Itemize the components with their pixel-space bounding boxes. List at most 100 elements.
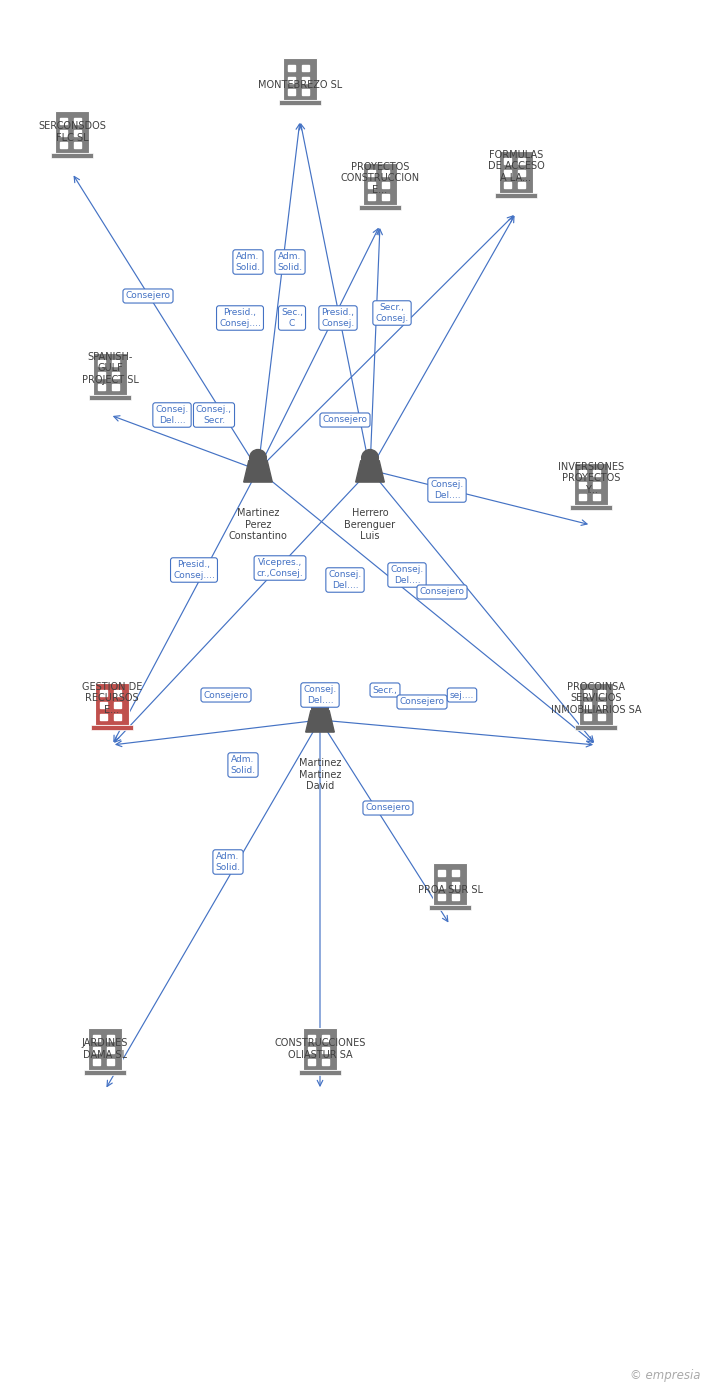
Bar <box>283 57 317 99</box>
Text: Consej.
Del....: Consej. Del.... <box>430 480 464 500</box>
Bar <box>89 395 131 400</box>
Bar <box>98 372 105 378</box>
Bar <box>302 64 309 71</box>
Bar <box>593 482 600 489</box>
Text: Martinez
Martinez
David: Martinez Martinez David <box>298 757 341 791</box>
Bar <box>575 725 617 729</box>
Circle shape <box>362 449 379 466</box>
Bar <box>593 470 600 476</box>
Bar <box>504 182 511 188</box>
Bar <box>107 1035 114 1042</box>
Bar <box>93 353 127 395</box>
Bar <box>98 384 105 391</box>
Bar <box>593 494 600 500</box>
Bar <box>303 1028 337 1070</box>
Bar <box>93 1047 100 1053</box>
Text: MONTEBREZO SL: MONTEBREZO SL <box>258 80 342 90</box>
Bar <box>308 1035 315 1042</box>
Bar <box>100 714 107 720</box>
Text: Consejero: Consejero <box>323 416 368 424</box>
Text: Consejero: Consejero <box>365 804 411 812</box>
Text: © еmpresia: © еmpresia <box>630 1369 700 1382</box>
Bar <box>95 683 129 725</box>
Text: Adm.
Solid.: Adm. Solid. <box>231 756 256 774</box>
Bar <box>499 151 533 193</box>
Bar <box>579 683 613 725</box>
Bar <box>363 162 397 204</box>
Bar <box>322 1058 329 1065</box>
Bar <box>382 182 389 188</box>
Bar <box>322 1047 329 1053</box>
Bar <box>438 895 445 900</box>
Bar <box>288 64 295 71</box>
Text: Consej.
Del....: Consej. Del.... <box>390 566 424 585</box>
Bar <box>91 725 133 729</box>
Text: Consej.
Del....: Consej. Del.... <box>155 406 189 424</box>
Polygon shape <box>244 461 272 482</box>
Text: Vicepres.,
cr.,Consej.: Vicepres., cr.,Consej. <box>257 559 304 578</box>
Bar <box>518 182 525 188</box>
Text: Consejero: Consejero <box>419 588 464 596</box>
Bar <box>74 130 81 136</box>
Bar <box>74 141 81 148</box>
Bar <box>382 195 389 200</box>
Bar <box>579 470 586 476</box>
Bar <box>382 169 389 176</box>
Bar <box>302 77 309 83</box>
Bar <box>288 77 295 83</box>
Bar <box>495 193 537 197</box>
Text: PROA SUR SL: PROA SUR SL <box>417 885 483 895</box>
Text: SPANISH-
GULF
PROJECT SL: SPANISH- GULF PROJECT SL <box>82 351 138 385</box>
Bar <box>518 169 525 176</box>
Bar <box>452 882 459 888</box>
Bar <box>288 90 295 95</box>
Bar <box>504 158 511 164</box>
Text: Consejero: Consejero <box>400 697 445 707</box>
Bar <box>452 895 459 900</box>
Text: Adm.
Solid.: Adm. Solid. <box>235 252 261 272</box>
Bar <box>368 182 375 188</box>
Text: PROCOINSA
SERVICIOS
INMOBILIARIOS SA: PROCOINSA SERVICIOS INMOBILIARIOS SA <box>551 682 641 715</box>
Bar <box>112 384 119 391</box>
Bar <box>579 482 586 489</box>
Text: Consej.
Del....: Consej. Del.... <box>304 685 336 704</box>
Bar <box>279 99 321 105</box>
Bar <box>302 90 309 95</box>
Text: GESTION DE
RECURSOS
E...: GESTION DE RECURSOS E... <box>82 682 142 715</box>
Bar <box>93 1035 100 1042</box>
Text: Secr.,: Secr., <box>373 686 397 694</box>
Text: FORMULAS
DE ACCESO
A LA...: FORMULAS DE ACCESO A LA... <box>488 150 545 183</box>
Text: Presid.,
Consej....: Presid., Consej.... <box>219 308 261 328</box>
Bar <box>60 130 67 136</box>
Text: Adm.
Solid.: Adm. Solid. <box>215 853 240 872</box>
Bar <box>107 1047 114 1053</box>
Text: INVERSIONES
PROYECTOS
Y...: INVERSIONES PROYECTOS Y... <box>558 462 624 496</box>
Bar <box>98 360 105 365</box>
Bar <box>452 869 459 876</box>
Text: Secr.,
Consej.: Secr., Consej. <box>376 304 408 323</box>
Bar <box>112 360 119 365</box>
Bar <box>579 494 586 500</box>
Bar <box>114 690 121 696</box>
Text: Martinez
Perez
Constantino: Martinez Perez Constantino <box>229 508 288 542</box>
Bar <box>584 714 591 720</box>
Text: Sec.,
C: Sec., C <box>281 308 303 328</box>
Bar <box>359 204 401 210</box>
Bar <box>107 1058 114 1065</box>
Bar <box>100 701 107 708</box>
Bar <box>60 141 67 148</box>
Text: Presid.,
Consej.: Presid., Consej. <box>321 308 355 328</box>
Bar <box>598 690 605 696</box>
Text: CONSTRUCCIONES
OLIASTUR SA: CONSTRUCCIONES OLIASTUR SA <box>274 1039 365 1060</box>
Bar <box>518 158 525 164</box>
Text: Herrero
Berenguer
Luis: Herrero Berenguer Luis <box>344 508 395 542</box>
Bar <box>429 904 471 910</box>
Bar <box>100 690 107 696</box>
Text: sej....: sej.... <box>450 690 474 700</box>
Bar <box>570 505 612 510</box>
Bar <box>574 463 608 505</box>
Bar <box>368 195 375 200</box>
Bar <box>433 862 467 904</box>
Bar <box>368 169 375 176</box>
Text: SERCONSDOS
FLC SL: SERCONSDOS FLC SL <box>38 122 106 143</box>
